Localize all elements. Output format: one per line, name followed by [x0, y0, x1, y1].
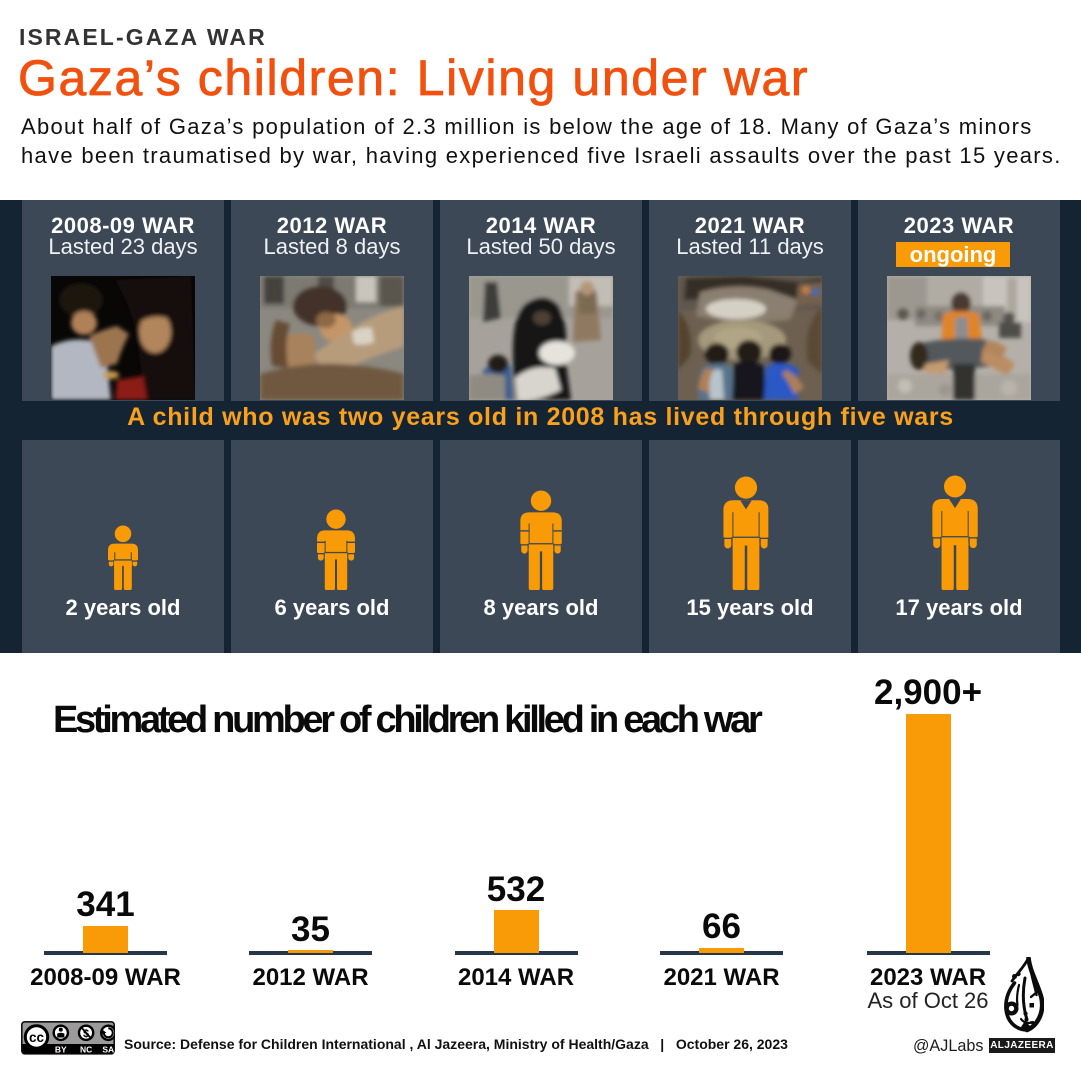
- svg-text:cc: cc: [29, 1030, 45, 1045]
- svg-text:BY: BY: [55, 1045, 67, 1055]
- svg-text:SA: SA: [102, 1045, 114, 1055]
- svg-text:NC: NC: [80, 1045, 92, 1055]
